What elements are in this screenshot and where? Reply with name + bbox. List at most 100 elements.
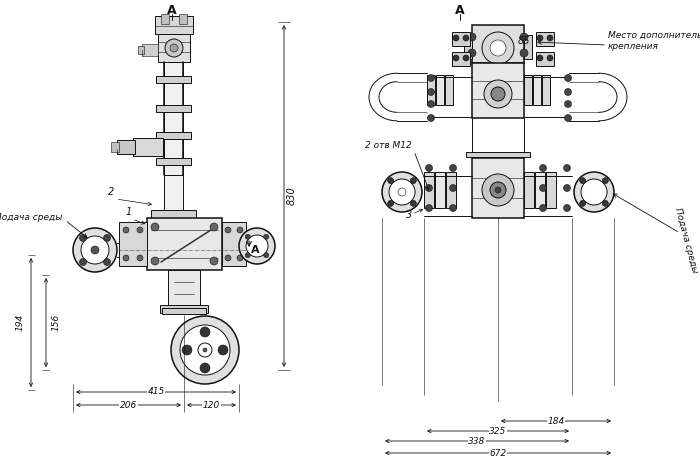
Circle shape (398, 188, 406, 196)
Bar (156, 76, 191, 83)
Circle shape (540, 164, 547, 171)
Circle shape (245, 234, 251, 239)
Bar (142, 44, 158, 56)
Circle shape (389, 179, 415, 205)
Circle shape (80, 234, 87, 241)
Circle shape (537, 55, 543, 61)
Bar (524, 75, 532, 105)
Text: 85: 85 (518, 36, 531, 46)
Text: Место дополнительного: Место дополнительного (608, 31, 700, 40)
Bar (147, 218, 222, 270)
Bar (435, 172, 445, 208)
Circle shape (104, 258, 111, 265)
Bar (158, 34, 190, 62)
Bar (161, 14, 169, 24)
Circle shape (574, 172, 614, 212)
Circle shape (388, 200, 393, 206)
Circle shape (428, 74, 435, 81)
Circle shape (428, 101, 435, 108)
Circle shape (449, 184, 456, 191)
Bar (436, 75, 444, 105)
Circle shape (564, 205, 570, 212)
Circle shape (225, 255, 231, 261)
Circle shape (123, 255, 129, 261)
Bar (155, 16, 193, 34)
Circle shape (602, 178, 608, 183)
Circle shape (468, 49, 476, 57)
Bar (466, 152, 530, 157)
Circle shape (426, 205, 433, 212)
Bar (445, 75, 453, 105)
Text: A: A (455, 3, 465, 16)
Circle shape (468, 33, 476, 41)
Circle shape (482, 174, 514, 206)
Circle shape (210, 257, 218, 265)
Circle shape (449, 164, 456, 171)
Circle shape (203, 348, 207, 352)
Bar (472, 158, 524, 218)
Text: 2: 2 (108, 187, 114, 197)
Circle shape (171, 316, 239, 384)
Circle shape (564, 88, 571, 95)
Circle shape (81, 236, 109, 264)
Circle shape (580, 200, 586, 206)
Circle shape (540, 184, 547, 191)
Bar (156, 105, 191, 112)
Circle shape (453, 35, 459, 41)
Bar (133, 138, 163, 156)
Circle shape (237, 227, 243, 233)
Circle shape (210, 223, 218, 231)
Bar (524, 35, 532, 59)
Bar (160, 305, 208, 313)
Bar (472, 63, 524, 118)
Circle shape (564, 74, 571, 81)
Circle shape (463, 55, 469, 61)
Circle shape (80, 258, 87, 265)
Bar (424, 172, 434, 208)
Circle shape (463, 35, 469, 41)
Circle shape (123, 227, 129, 233)
Circle shape (151, 223, 159, 231)
Circle shape (490, 182, 506, 198)
Circle shape (426, 164, 433, 171)
Circle shape (200, 327, 210, 337)
Circle shape (237, 255, 243, 261)
Bar (151, 210, 196, 218)
Circle shape (564, 101, 571, 108)
Bar (117, 140, 135, 154)
Circle shape (520, 49, 528, 57)
Bar (164, 62, 183, 175)
Circle shape (581, 179, 607, 205)
Bar (542, 75, 550, 105)
Circle shape (410, 200, 416, 206)
Circle shape (564, 115, 571, 122)
Circle shape (537, 35, 543, 41)
Bar (536, 52, 554, 66)
Circle shape (104, 234, 111, 241)
Circle shape (170, 44, 178, 52)
Circle shape (453, 55, 459, 61)
Text: 830: 830 (287, 187, 297, 205)
Circle shape (91, 246, 99, 254)
Bar (119, 222, 147, 266)
Circle shape (73, 228, 117, 272)
Circle shape (180, 325, 230, 375)
Bar (156, 132, 191, 139)
Circle shape (137, 255, 143, 261)
Circle shape (540, 205, 547, 212)
Text: 672: 672 (489, 448, 507, 458)
Circle shape (428, 88, 435, 95)
Bar (427, 75, 435, 105)
Circle shape (428, 115, 435, 122)
Text: 156: 156 (52, 314, 60, 330)
Circle shape (246, 235, 268, 257)
Circle shape (602, 200, 608, 206)
Circle shape (482, 32, 514, 64)
Bar (452, 32, 470, 46)
Text: 3: 3 (406, 210, 412, 220)
Circle shape (490, 40, 506, 56)
Bar (162, 308, 206, 314)
Circle shape (264, 234, 269, 239)
Bar (546, 172, 556, 208)
Circle shape (218, 345, 228, 355)
